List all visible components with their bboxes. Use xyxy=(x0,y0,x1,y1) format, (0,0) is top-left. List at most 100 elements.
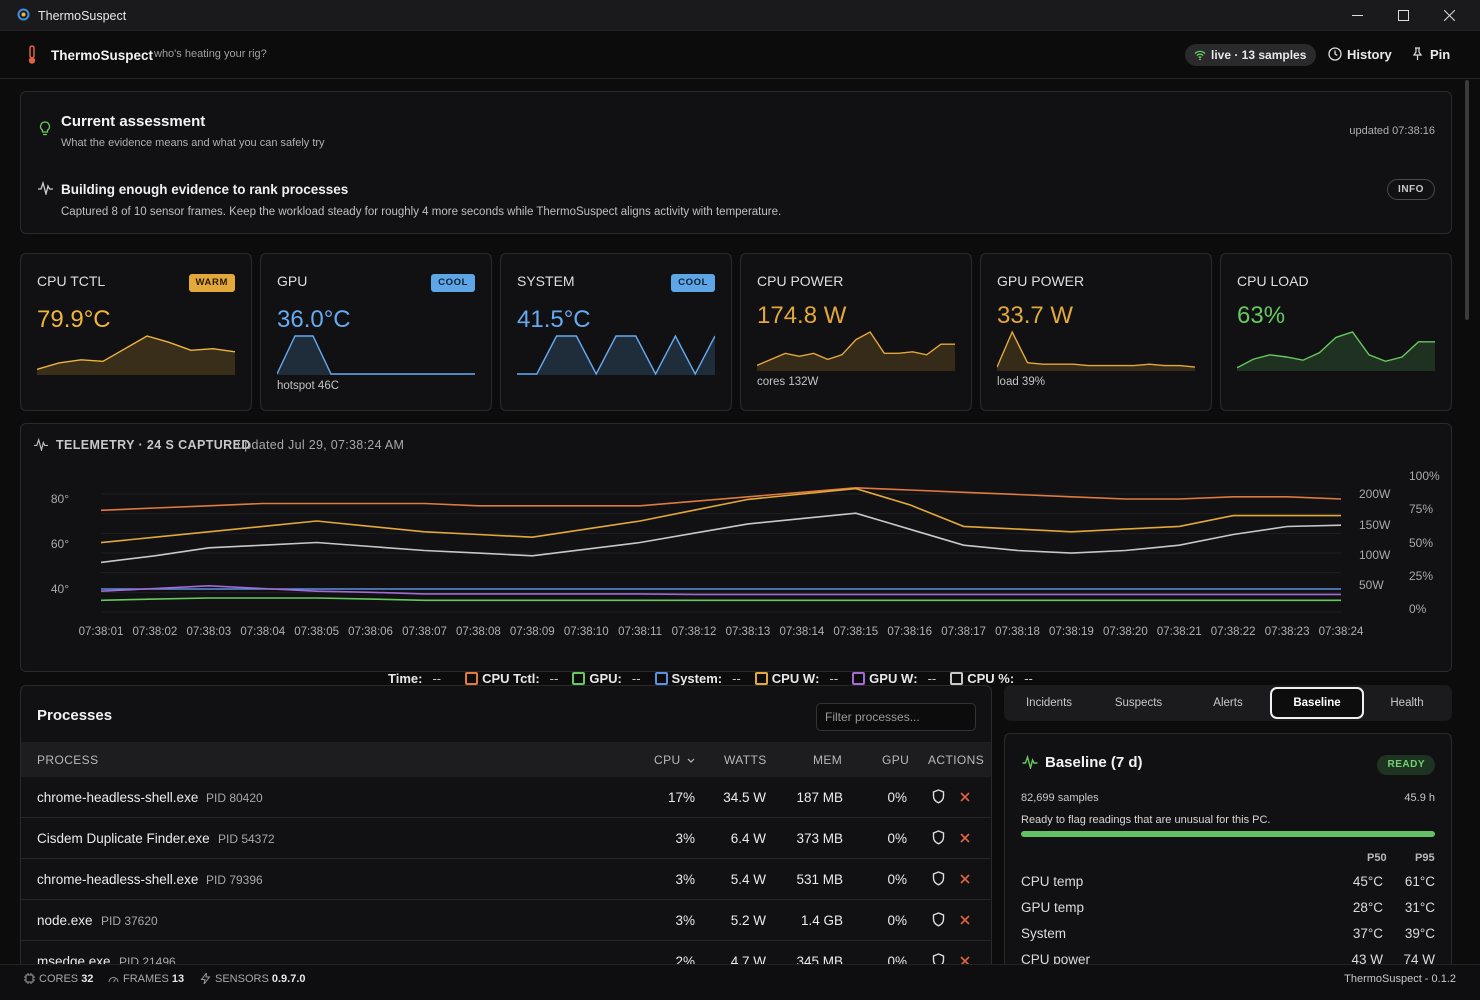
thermometer-icon xyxy=(28,45,36,64)
metric-value: 79.9°C xyxy=(37,306,111,333)
kill-process-icon[interactable] xyxy=(960,915,970,925)
kill-process-icon[interactable] xyxy=(960,792,970,802)
legend-series-name: CPU W xyxy=(771,670,816,686)
telemetry-chart[interactable]: 80° 60° 40° 200W 150W 100W 50W 100% 75% 50% 25% 0% 0… xyxy=(21,424,1453,673)
scrollbar-thumb[interactable] xyxy=(1465,80,1469,320)
close-window-button[interactable] xyxy=(1426,0,1472,31)
legend-value: -- xyxy=(732,670,741,686)
process-cpu: 17% xyxy=(667,790,695,805)
metric-sparkline xyxy=(997,330,1195,371)
metric-footnote: hotspot 46C xyxy=(277,380,340,392)
legend-value: -- xyxy=(927,670,937,686)
y-tick-power: 150W xyxy=(1359,518,1391,532)
kill-process-icon[interactable] xyxy=(960,874,970,884)
metric-footnote: load 39% xyxy=(997,376,1045,388)
metric-card[interactable]: CPU POWER 174.8 W cores 132W xyxy=(740,253,972,411)
assessment-heading: Building enough evidence to rank process… xyxy=(61,182,349,197)
table-row[interactable]: chrome-headless-shell.exe PID 80420 17% 34.… xyxy=(21,777,991,818)
history-button[interactable]: History xyxy=(1328,47,1392,62)
kill-process-icon[interactable] xyxy=(960,833,970,843)
metric-label: GPU POWER xyxy=(997,273,1085,289)
column-cpu[interactable]: CPU xyxy=(654,753,695,767)
shield-icon[interactable] xyxy=(932,789,945,804)
x-tick-label: 07:38:07 xyxy=(402,626,447,638)
column-watts[interactable]: WATTS xyxy=(724,753,767,767)
pin-button[interactable]: Pin xyxy=(1412,47,1451,62)
column-mem[interactable]: MEM xyxy=(813,753,843,767)
tab-health[interactable]: Health xyxy=(1390,697,1424,709)
process-pid: PID 54372 xyxy=(218,832,275,846)
legend-item[interactable]: CPU W: -- xyxy=(754,670,838,686)
maximize-button[interactable] xyxy=(1380,0,1426,31)
shield-icon[interactable] xyxy=(932,912,945,927)
y-tick-temp: 80° xyxy=(51,492,69,506)
process-mem: 1.4 GB xyxy=(800,913,843,928)
pin-label: Pin xyxy=(1430,47,1451,62)
x-tick-label: 07:38:06 xyxy=(348,626,393,638)
x-tick-label: 07:38:08 xyxy=(456,626,501,638)
tab-alerts[interactable]: Alerts xyxy=(1213,697,1243,709)
minimize-button[interactable] xyxy=(1334,0,1380,31)
baseline-row: CPU temp 45°C 61°C xyxy=(1021,874,1435,896)
baseline-p95: 31°C xyxy=(1404,900,1435,915)
process-mem: 531 MB xyxy=(796,872,843,887)
table-row[interactable]: chrome-headless-shell.exe PID 79396 3% 5.4 … xyxy=(21,859,991,900)
live-status-pill[interactable]: live · 13 samples xyxy=(1185,44,1317,66)
column-process[interactable]: PROCESS xyxy=(37,753,99,767)
legend-series-name: CPU % xyxy=(967,670,1010,686)
side-panel-tabs: Incidents Suspects Alerts Baseline Health xyxy=(1004,685,1452,721)
series-line-gpu xyxy=(100,597,1341,602)
metric-card[interactable]: SYSTEM COOL 41.5°C xyxy=(500,253,732,411)
sensors-label: SENSORS xyxy=(215,973,269,985)
y-tick-power: 50W xyxy=(1359,578,1384,592)
sparkline-area xyxy=(997,332,1195,371)
tab-suspects[interactable]: Suspects xyxy=(1114,697,1163,709)
metric-card[interactable]: CPU TCTL WARM 79.9°C xyxy=(20,253,252,411)
legend-item[interactable]: GPU W: -- xyxy=(852,671,936,686)
tab-baseline[interactable]: Baseline xyxy=(1270,687,1364,719)
metric-label: GPU xyxy=(277,273,308,289)
filter-processes-input[interactable] xyxy=(816,703,976,731)
process-pid: PID 37620 xyxy=(101,914,158,928)
legend-series-name: CPU Tctl xyxy=(482,670,536,686)
shield-icon[interactable] xyxy=(932,830,945,845)
legend-item[interactable]: CPU %: -- xyxy=(950,671,1033,686)
y-tick-power: 100W xyxy=(1359,548,1391,562)
legend-item[interactable]: CPU Tctl: -- xyxy=(465,671,558,686)
page-scrollbar[interactable] xyxy=(1462,80,1472,320)
table-row[interactable]: Cisdem Duplicate Finder.exe PID 54372 3% 6.… xyxy=(21,818,991,859)
lightbulb-icon xyxy=(39,121,51,136)
sparkline-line xyxy=(277,335,475,375)
shield-icon[interactable] xyxy=(932,871,945,886)
gauge-icon xyxy=(108,977,119,983)
series-line-cpu-tctl xyxy=(100,486,1342,512)
table-row[interactable]: node.exe PID 37620 3% 5.2 W 1.4 GB 0% xyxy=(21,900,991,941)
metric-card[interactable]: GPU POWER 33.7 W load 39% xyxy=(980,253,1212,411)
wifi-icon xyxy=(1194,50,1206,61)
process-name: chrome-headless-shell.exe xyxy=(37,790,199,805)
legend-colon: : xyxy=(1009,670,1015,686)
column-gpu[interactable]: GPU xyxy=(882,753,910,767)
sparkline-line xyxy=(1237,331,1435,369)
sparkline-area xyxy=(517,336,715,375)
legend-value: -- xyxy=(549,670,559,686)
chevron-down-icon xyxy=(687,758,694,763)
metric-value: 63% xyxy=(1237,302,1286,329)
sensors-status: SENSORS 0.9.7.0 xyxy=(200,971,306,985)
x-tick-label: 07:38:02 xyxy=(133,626,178,638)
baseline-metric: System xyxy=(1021,926,1067,941)
assessment-updated: updated 07:38:16 xyxy=(1349,125,1435,137)
metric-card[interactable]: GPU COOL 36.0°C hotspot 46C xyxy=(260,253,492,411)
process-name: node.exe xyxy=(37,913,93,928)
sparkline-line xyxy=(997,330,1195,368)
x-tick-label: 07:38:01 xyxy=(79,626,124,638)
metric-card[interactable]: CPU LOAD 63% xyxy=(1220,253,1452,411)
legend-item[interactable]: GPU: -- xyxy=(572,670,641,686)
y-tick-percent: 50% xyxy=(1409,536,1433,550)
tab-incidents[interactable]: Incidents xyxy=(1025,697,1073,709)
legend-item[interactable]: System: -- xyxy=(654,670,741,686)
legend-value: -- xyxy=(631,670,641,686)
x-tick-label: 07:38:16 xyxy=(887,626,932,638)
process-watts: 6.4 W xyxy=(730,831,766,846)
app-icon xyxy=(17,8,30,21)
